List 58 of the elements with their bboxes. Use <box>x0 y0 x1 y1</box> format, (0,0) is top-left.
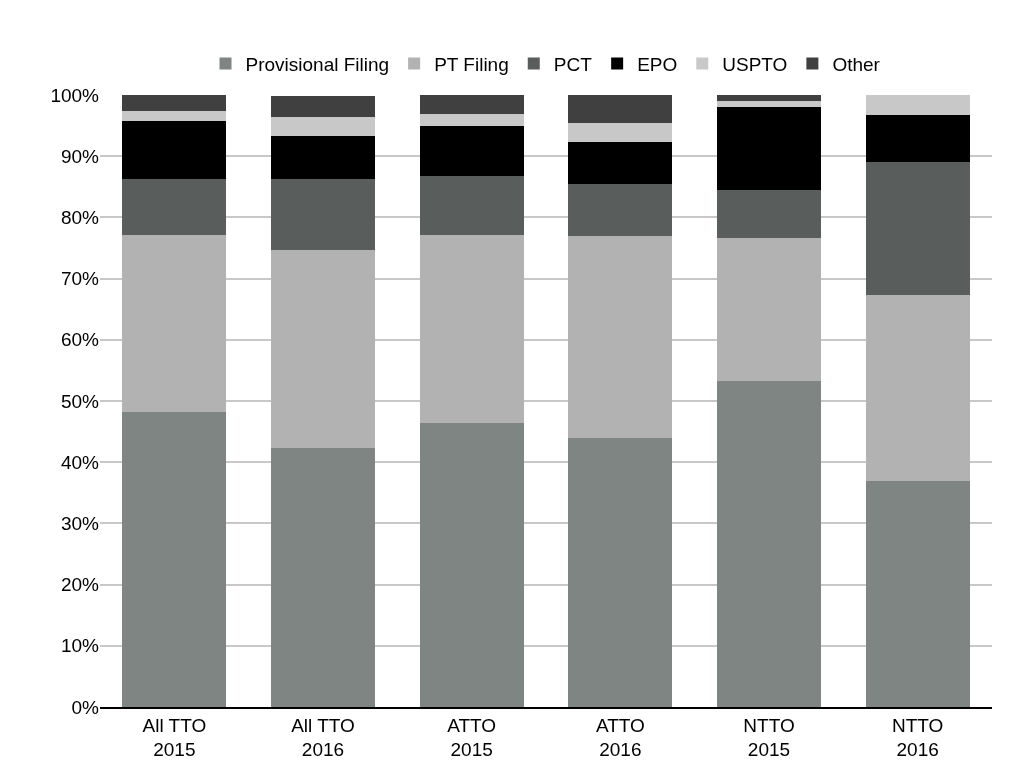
bar <box>568 122 673 143</box>
y-tick-label: 90% <box>60 145 100 167</box>
legend-label: Provisional Filing <box>245 54 390 76</box>
bar <box>122 235 227 413</box>
bar <box>270 249 376 449</box>
bar <box>122 95 227 111</box>
legend-label: EPO <box>637 54 678 76</box>
legend-label: PCT <box>553 54 593 76</box>
bar <box>270 178 376 250</box>
y-tick-label: 100% <box>50 84 100 106</box>
legend-label: Other <box>832 54 881 76</box>
x-tick-label: NTTO 2016 <box>891 714 944 761</box>
bar <box>716 101 822 108</box>
bar <box>568 438 673 707</box>
bar <box>122 412 227 707</box>
bar <box>270 96 376 118</box>
bar <box>122 120 227 179</box>
bar <box>568 95 673 123</box>
bar <box>122 110 227 121</box>
bar <box>865 95 970 116</box>
bar <box>270 117 376 136</box>
legend-label: PT Filing <box>434 54 509 76</box>
bar <box>865 161 970 295</box>
bar <box>419 423 524 707</box>
y-tick-label: 50% <box>60 390 100 412</box>
y-tick-label: 80% <box>60 207 100 229</box>
y-tick-label: 70% <box>60 268 100 290</box>
bar <box>419 95 524 114</box>
bar <box>716 95 822 102</box>
bar <box>270 136 376 179</box>
bar <box>716 380 822 707</box>
bar <box>865 480 970 707</box>
bar <box>122 178 227 236</box>
x-tick-label: NTTO 2015 <box>743 714 795 761</box>
y-tick-label: 20% <box>60 574 100 596</box>
x-tick-label: ATTO 2016 <box>595 714 645 761</box>
x-tick-label: All TTO 2015 <box>142 714 207 761</box>
bar <box>419 176 524 236</box>
bar <box>568 236 673 439</box>
bar <box>716 238 822 381</box>
bar <box>716 107 822 191</box>
x-tick-label: All TTO 2016 <box>291 714 355 761</box>
bar <box>568 183 673 237</box>
x-tick-label: ATTO 2015 <box>447 714 497 761</box>
bar <box>865 294 970 481</box>
legend-label: USPTO <box>722 54 788 76</box>
y-tick-label: 0% <box>71 696 100 718</box>
y-tick-label: 60% <box>60 329 100 351</box>
y-tick-label: 30% <box>60 513 100 535</box>
bar <box>419 235 524 424</box>
bar <box>716 190 822 239</box>
bar <box>865 115 970 162</box>
bar <box>568 142 673 184</box>
bar <box>419 125 524 177</box>
bar <box>419 113 524 126</box>
y-tick-label: 40% <box>60 451 100 473</box>
bar <box>270 448 376 707</box>
y-tick-label: 10% <box>60 635 100 657</box>
